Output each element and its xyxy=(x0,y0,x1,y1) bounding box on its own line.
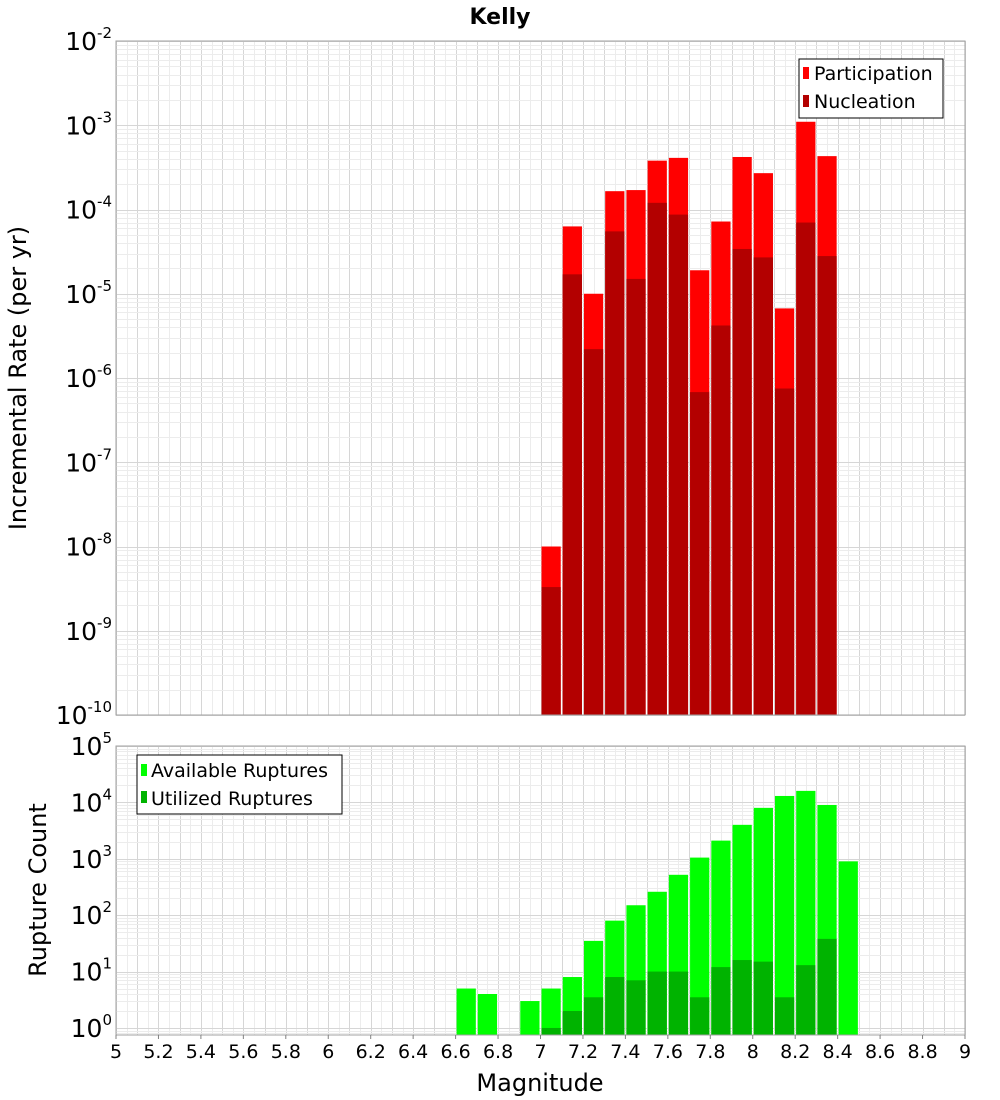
y-tick-label: 104 xyxy=(71,785,112,817)
y-tick-label: 10-6 xyxy=(65,361,112,393)
legend-swatch-participation xyxy=(803,67,809,79)
bottom-grid xyxy=(116,746,966,1035)
bar-nucleation xyxy=(647,202,667,715)
top-panel: 10-2 10-3 10-4 10-5 10-6 10-7 10-8 10-9 10-10 In… xyxy=(4,24,966,730)
x-tick-label: 6.2 xyxy=(356,1041,386,1063)
legend-swatch-nucleation xyxy=(803,95,809,107)
bar-utilized-ruptures xyxy=(541,1027,561,1035)
x-tick-label: 6.6 xyxy=(440,1041,470,1063)
bar-available-ruptures xyxy=(456,988,476,1035)
bar-nucleation xyxy=(605,231,625,715)
bar-utilized-ruptures xyxy=(690,997,710,1035)
bar-available-ruptures xyxy=(541,988,561,1035)
y-tick-label: 102 xyxy=(71,898,112,930)
x-tick-label: 5.6 xyxy=(228,1041,258,1063)
x-tick-label: 6.4 xyxy=(398,1041,428,1063)
bar-utilized-ruptures xyxy=(711,967,731,1035)
x-tick-label: 6 xyxy=(322,1041,334,1063)
bar-nucleation xyxy=(711,325,731,715)
y-tick-label: 10-5 xyxy=(65,277,112,309)
bar-available-ruptures xyxy=(520,1001,540,1035)
bar-utilized-ruptures xyxy=(626,980,646,1035)
bar-nucleation xyxy=(732,248,752,715)
legend-swatch-available-ruptures xyxy=(141,764,147,776)
top-legend: Participation Nucleation xyxy=(798,58,944,119)
bottom-y-axis-label: Rupture Count xyxy=(24,803,52,977)
x-tick-label: 7.8 xyxy=(695,1041,725,1063)
bar-utilized-ruptures xyxy=(647,971,667,1035)
bar-nucleation xyxy=(817,256,837,715)
y-tick-label: 103 xyxy=(71,842,112,874)
bottom-legend: Available Ruptures Utilized Ruptures xyxy=(136,754,343,815)
bar-utilized-ruptures xyxy=(817,938,837,1035)
bottom-legend-box xyxy=(136,754,343,815)
bottom-x-ticks: 5 5.2 5.4 5.6 5.8 6 6.2 6.4 6.6 6.8 7 7.2 7.4 7.6 7.8 8… xyxy=(110,1035,971,1063)
legend-label-nucleation: Nucleation xyxy=(814,91,916,113)
x-tick-label: 5.8 xyxy=(271,1041,301,1063)
x-tick-label: 5 xyxy=(110,1041,122,1063)
top-legend-box xyxy=(798,58,944,119)
y-tick-label: 105 xyxy=(71,729,112,761)
top-y-ticks: 10-2 10-3 10-4 10-5 10-6 10-7 10-8 10-9 10-10 xyxy=(56,24,112,730)
x-tick-label: 5.2 xyxy=(143,1041,173,1063)
x-tick-label: 8.6 xyxy=(865,1041,895,1063)
bar-utilized-ruptures xyxy=(796,965,816,1035)
y-tick-label: 10-10 xyxy=(56,698,112,730)
bar-nucleation xyxy=(583,349,604,715)
y-tick-label: 10-9 xyxy=(65,614,112,646)
top-y-axis-label: Incremental Rate (per yr) xyxy=(4,226,32,530)
y-tick-label: 10-8 xyxy=(65,530,112,562)
y-tick-label: 10-3 xyxy=(65,108,112,140)
bar-available-ruptures xyxy=(690,857,710,1035)
y-tick-label: 100 xyxy=(71,1011,112,1043)
bar-utilized-ruptures xyxy=(774,997,795,1035)
bar-nucleation xyxy=(668,214,689,715)
top-plot-border xyxy=(115,40,966,716)
bottom-bars xyxy=(456,790,858,1035)
bar-nucleation xyxy=(753,257,773,715)
y-tick-label: 101 xyxy=(71,955,112,987)
bar-available-ruptures xyxy=(477,994,498,1035)
bar-nucleation xyxy=(562,274,582,715)
bar-nucleation xyxy=(796,222,816,716)
y-tick-label: 10-2 xyxy=(65,24,112,56)
y-tick-label: 10-4 xyxy=(65,193,112,225)
bar-nucleation xyxy=(774,388,795,715)
x-tick-label: 6.8 xyxy=(483,1041,513,1063)
bar-utilized-ruptures xyxy=(732,960,752,1035)
bar-available-ruptures xyxy=(774,795,795,1035)
legend-label-available-ruptures: Available Ruptures xyxy=(151,760,328,782)
chart-title: Kelly xyxy=(469,5,530,30)
bar-utilized-ruptures xyxy=(668,971,689,1035)
legend-label-participation: Participation xyxy=(814,63,933,85)
bar-utilized-ruptures xyxy=(562,1010,582,1035)
x-tick-label: 8.4 xyxy=(823,1041,853,1063)
bar-utilized-ruptures xyxy=(753,961,773,1035)
x-tick-label: 8 xyxy=(747,1041,759,1063)
bar-available-ruptures xyxy=(838,861,858,1035)
x-tick-label: 7 xyxy=(534,1041,546,1063)
bottom-y-ticks: 105 104 103 102 101 100 xyxy=(71,729,112,1043)
x-tick-label: 7.6 xyxy=(653,1041,683,1063)
x-tick-label: 7.2 xyxy=(568,1041,598,1063)
bar-nucleation xyxy=(690,392,710,715)
x-axis-label: Magnitude xyxy=(476,1069,603,1097)
legend-label-utilized-ruptures: Utilized Ruptures xyxy=(151,788,313,810)
y-tick-label: 10-7 xyxy=(65,445,112,477)
bar-utilized-ruptures xyxy=(605,977,625,1035)
x-tick-label: 8.2 xyxy=(780,1041,810,1063)
bar-utilized-ruptures xyxy=(583,997,604,1035)
bar-nucleation xyxy=(626,278,646,715)
bar-nucleation xyxy=(541,587,561,715)
x-tick-label: 8.8 xyxy=(907,1041,937,1063)
x-tick-label: 5.4 xyxy=(186,1041,216,1063)
x-tick-label: 7.4 xyxy=(610,1041,640,1063)
x-tick-label: 9 xyxy=(959,1041,971,1063)
bottom-panel: 105 104 103 102 101 100 5 5.2 5.4 5.6 5.8 6 6.2 6.4 6… xyxy=(24,729,971,1097)
top-bars xyxy=(541,121,837,716)
legend-swatch-utilized-ruptures xyxy=(141,791,147,803)
